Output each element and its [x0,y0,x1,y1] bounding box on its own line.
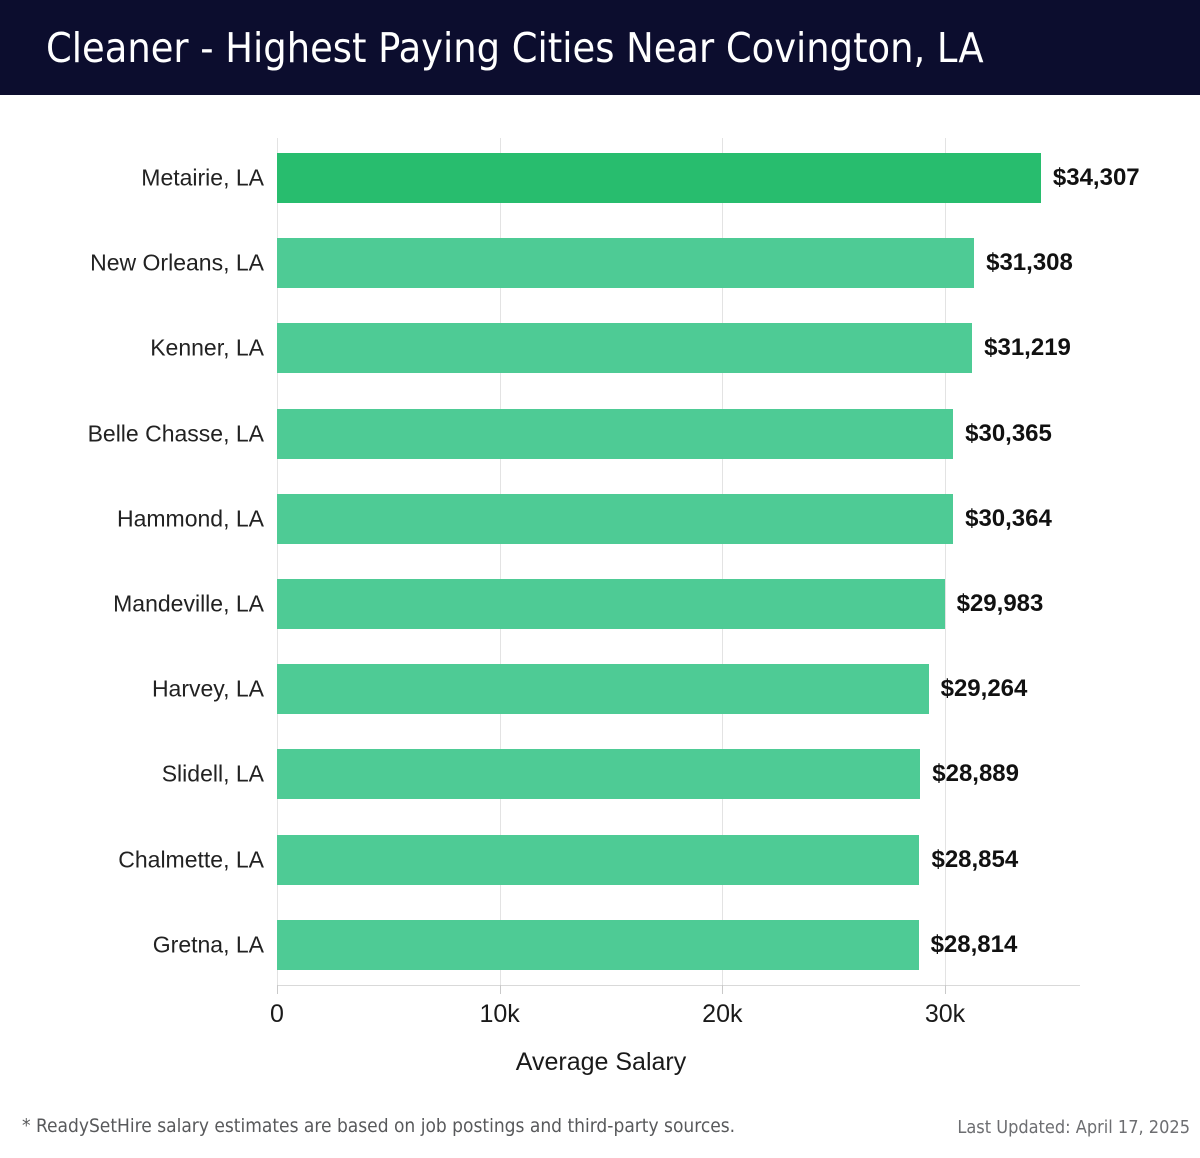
x-tick-mark [499,985,501,994]
gridline [722,138,724,985]
x-tick-mark [945,985,946,994]
bar-value-label: $28,854 [931,845,1019,873]
bar-category-label: Hammond, LA [116,505,264,532]
bar-category-label: Belle Chasse, LA [87,420,264,447]
bar-category-label: Metairie, LA [141,164,264,191]
x-tick-label: 20k [702,1000,743,1028]
x-axis-title: Average Salary [0,1048,1200,1077]
x-axis-title-text: Average Salary [515,1048,687,1076]
gridline [499,138,501,985]
bar-category-label: New Orleans, LA [90,249,264,276]
bar-value-label: $31,308 [986,249,1073,277]
bar[interactable] [277,493,954,544]
bar-row[interactable]: Slidell, LA $28,889 [0,749,1200,800]
bar-value-label: $30,365 [965,419,1052,447]
bar-value-label: $30,364 [965,504,1052,532]
bar[interactable] [277,749,921,800]
bar[interactable] [277,238,975,289]
bar-value-label: $28,814 [930,930,1018,958]
bar-value-label: $29,983 [956,590,1044,617]
header-bar: Cleaner - Highest Paying Cities Near Cov… [0,0,1200,95]
gridline [945,138,946,985]
x-tick-label: 0 [270,1000,284,1028]
bar-value-label: $34,307 [1052,164,1140,191]
bar-category-label: Mandeville, LA [113,590,264,617]
bar-row[interactable]: Gretna, LA $28,814 [0,919,1200,970]
x-axis-line [277,985,1080,986]
bar-row[interactable]: New Orleans, LA $31,308 [0,238,1200,289]
bar[interactable] [277,919,919,970]
bar[interactable] [277,323,973,374]
bar-row[interactable]: Harvey, LA $29,264 [0,664,1200,715]
x-tick-label: 30k [924,1000,966,1028]
bar-category-label: Slidell, LA [161,760,264,787]
bar-row[interactable]: Kenner, LA $31,219 [0,323,1200,374]
bar-row[interactable]: Hammond, LA $30,364 [0,493,1200,544]
bar[interactable] [277,579,945,629]
footer-disclaimer: * ReadySetHire salary estimates are base… [22,1115,736,1137]
x-tick-mark [277,985,278,994]
bar[interactable] [277,408,954,459]
bar[interactable] [277,834,920,885]
bar-value-label: $31,219 [984,334,1071,362]
bar-row[interactable]: Belle Chasse, LA $30,365 [0,408,1200,459]
bar-category-label: Harvey, LA [151,675,264,702]
bar[interactable] [277,664,929,715]
bar-category-label: Kenner, LA [150,334,264,361]
bar-value-label: $28,889 [932,760,1020,788]
gridline-zero [277,138,278,985]
bar[interactable] [277,153,1041,203]
bar-row[interactable]: Mandeville, LA $29,983 [0,579,1200,629]
x-tick-mark [722,985,724,994]
footer-last-updated: Last Updated: April 17, 2025 [957,1117,1190,1138]
bar-category-label: Chalmette, LA [118,846,264,873]
bar-value-label: $29,264 [940,675,1028,703]
x-tick-label: 10k [479,1000,520,1028]
page-title: Cleaner - Highest Paying Cities Near Cov… [46,23,984,72]
bar-row[interactable]: Chalmette, LA $28,854 [0,834,1200,885]
bar-row[interactable]: Metairie, LA $34,307 [0,153,1200,203]
bar-category-label: Gretna, LA [152,931,264,958]
